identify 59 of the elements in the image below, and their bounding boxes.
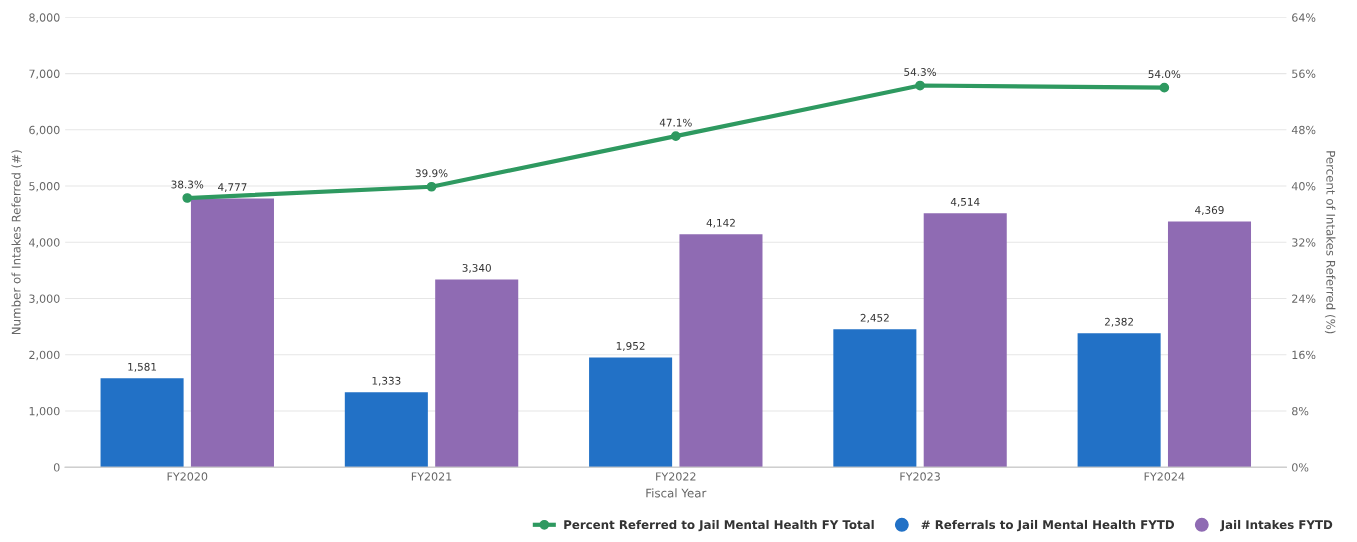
data-label: 1,581	[128, 362, 157, 372]
data-label: 54.0%	[1148, 70, 1181, 79]
data-label: 2,452	[860, 313, 889, 323]
x-tick-label: FY2022	[656, 472, 696, 481]
point	[182, 193, 193, 203]
legend-label: Percent Referred to Jail Mental Health FY Total	[564, 519, 874, 532]
point	[426, 181, 437, 192]
y-axis-title: Number of Intakes Referred (#)	[11, 150, 23, 335]
data-label: 3,340	[462, 263, 491, 273]
x-tick-label: FY2021	[411, 472, 452, 481]
y-tick-label: 5,000	[29, 182, 60, 192]
y-tick-label: 7,000	[29, 69, 60, 80]
bar	[1167, 221, 1252, 468]
x-tick-label: FY2020	[167, 472, 208, 481]
data-label: 2,382	[1104, 317, 1133, 327]
y2-tick-label: 40%	[1291, 182, 1316, 191]
data-label: 4,369	[1195, 206, 1224, 216]
y2-tick-label: 48%	[1291, 125, 1316, 135]
y2-tick-label: 32%	[1292, 238, 1316, 247]
y2-tick-label: 64%	[1292, 13, 1316, 22]
y-tick-label: 6,000	[29, 125, 60, 136]
y2-tick-label: 24%	[1292, 294, 1316, 303]
bar	[1077, 333, 1161, 468]
x-tick-label: FY2023	[900, 472, 940, 481]
y-tick-label: 3,000	[29, 294, 60, 305]
data-label: 38.3%	[171, 180, 204, 189]
bar	[589, 357, 673, 468]
y-tick-label: 1,000	[29, 406, 60, 417]
y2-axis-title: Percent of Intakes Referred (%)	[1324, 151, 1336, 334]
y-tick-label: 8,000	[29, 13, 60, 23]
data-label: 4,142	[706, 218, 735, 228]
point	[1159, 82, 1170, 93]
data-label: 39.9%	[415, 169, 448, 178]
y-tick-label: 2,000	[29, 350, 60, 361]
bar	[435, 279, 519, 468]
bar	[100, 378, 184, 468]
y2-tick-label: 0%	[1292, 463, 1309, 472]
y2-tick-label: 56%	[1292, 69, 1316, 78]
bar	[344, 392, 428, 468]
bar	[190, 198, 274, 468]
data-label: 4,514	[950, 198, 980, 207]
point	[670, 131, 681, 141]
legend-label: # Referrals to Jail Mental Health FYTD	[921, 519, 1175, 532]
data-label: 54.3%	[904, 68, 937, 76]
y-tick-label: 0	[53, 463, 60, 472]
x-tick-label: FY2024	[1144, 472, 1185, 481]
x-axis-title: Fiscal Year	[646, 488, 707, 498]
y-tick-label: 4,000	[29, 238, 60, 248]
y2-tick-label: 8%	[1292, 406, 1309, 416]
data-label: 47.1%	[659, 118, 692, 127]
data-label: 4,777	[218, 183, 247, 193]
data-label: 1,952	[616, 341, 645, 351]
y2-tick-label: 16%	[1292, 350, 1316, 360]
bar	[923, 213, 1007, 468]
legend-label: Jail Intakes FYTD	[1220, 519, 1333, 532]
data-label: 1,333	[372, 376, 401, 386]
point	[915, 80, 925, 91]
bar	[679, 234, 763, 468]
bar	[833, 329, 917, 468]
